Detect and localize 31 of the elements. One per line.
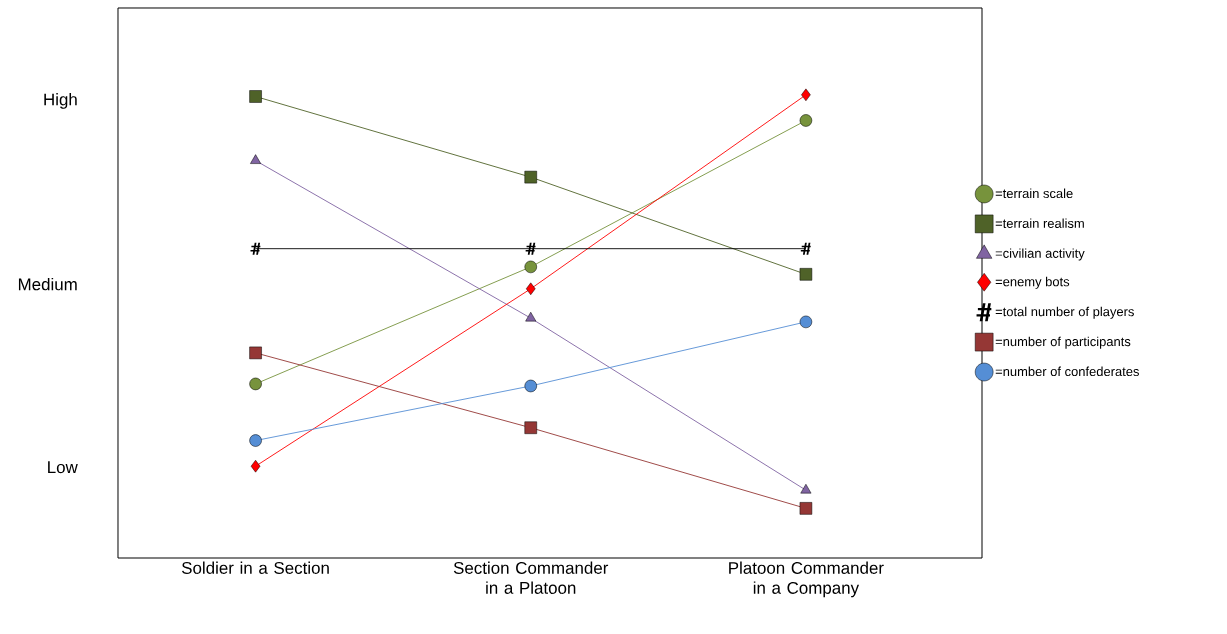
point — [525, 311, 537, 322]
text: High — [44, 93, 77, 109]
point — [524, 421, 537, 434]
legend-label: =terrain realism — [995, 218, 1084, 228]
point — [524, 260, 537, 274]
x-tick-label: Soldier in a Section — [181, 561, 329, 574]
point — [249, 434, 262, 447]
legend-label: =number of participants — [995, 336, 1131, 349]
legend-label: =enemy bots — [995, 276, 1070, 289]
legend-label: =total number of players — [995, 306, 1134, 319]
legend-label: =terrain scale — [995, 188, 1073, 199]
point — [799, 502, 813, 515]
point — [801, 88, 811, 102]
point — [250, 154, 262, 164]
text: Medium — [18, 277, 77, 291]
point — [800, 483, 812, 494]
legend-label: =civilian activity — [995, 248, 1085, 261]
point — [524, 170, 537, 184]
x-tick-label: Platoon Commander in a Company — [729, 561, 884, 598]
point — [526, 282, 536, 296]
legend-label: =number of confederates — [995, 366, 1139, 377]
point — [799, 114, 813, 127]
x-tick-label: Section Commander in a Platoon — [453, 561, 609, 594]
point — [249, 377, 262, 391]
point — [249, 346, 262, 360]
point — [524, 379, 537, 393]
point — [249, 90, 262, 103]
text: Low — [48, 461, 78, 474]
point — [250, 459, 261, 473]
point — [799, 268, 813, 281]
point — [799, 315, 813, 329]
